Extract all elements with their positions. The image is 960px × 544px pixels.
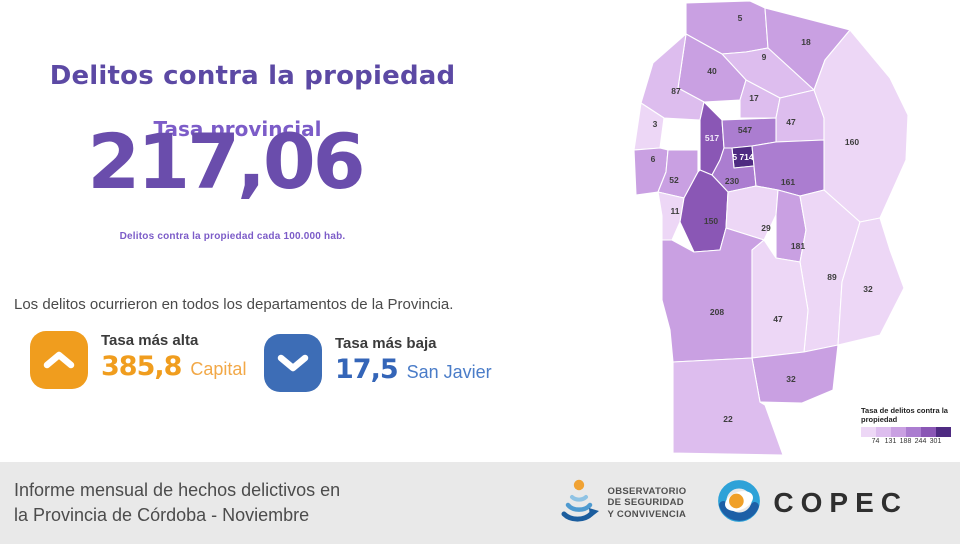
map-region-value-r01: 5	[738, 13, 743, 23]
map-region-value-r15: 230	[725, 176, 739, 186]
map-region-value-r20: 181	[791, 241, 805, 251]
legend-ticks: 74 131 188 244 301	[868, 438, 959, 445]
map-region-value-r25: 32	[786, 374, 796, 384]
map-region-value-r19: 29	[761, 223, 771, 233]
map-region-value-r16: 161	[781, 177, 795, 187]
map-region-value-r18: 150	[704, 216, 718, 226]
map-region-value-r24: 47	[773, 314, 783, 324]
map-region-value-r05: 87	[671, 86, 681, 96]
legend-tick-3: 188	[899, 438, 912, 445]
map-region-value-r21: 89	[827, 272, 837, 282]
highest-rate-label: Tasa más alta	[101, 332, 199, 349]
observatory-name-line2: DE SEGURIDAD	[607, 497, 684, 509]
provincial-rate-subtitle: Tasa provincial	[153, 116, 322, 141]
report-title-line1: Informe mensual de hechos delictivos en	[14, 480, 341, 500]
map-region-r26	[672, 357, 784, 456]
map-region-value-r13: 6	[651, 154, 656, 164]
lowest-rate-department: San Javier	[406, 362, 492, 382]
map-region-r09	[813, 29, 909, 223]
copec-logo: COPEC	[716, 478, 908, 529]
map-region-value-r03: 9	[762, 52, 767, 62]
lowest-rate-value: 17,5	[335, 354, 399, 385]
legend-color-scale	[861, 427, 959, 437]
legend-swatch-5	[921, 427, 936, 437]
arrow-up-icon	[30, 331, 88, 389]
lowest-rate-label: Tasa más baja	[335, 335, 437, 352]
legend-swatch-4	[906, 427, 921, 437]
provincial-rate-value: 217,06	[87, 117, 365, 206]
footer-bar: Informe mensual de hechos delictivos en …	[0, 462, 960, 544]
map-region-r17	[657, 191, 685, 241]
report-title-line2: la Provincia de Córdoba - Noviembre	[14, 505, 310, 525]
map-region-value-r09: 160	[845, 137, 859, 147]
legend-tick-4: 244	[914, 438, 927, 445]
summary-text: Los delitos ocurrieron en todos los depa…	[14, 296, 454, 313]
report-title: Informe mensual de hechos delictivos en …	[14, 478, 560, 528]
arrow-down-icon	[264, 334, 322, 392]
map-legend: Tasa de delitos contra la propiedad 74 13…	[861, 406, 959, 445]
stat-highest-rate: Tasa más alta 385,8 Capital	[30, 331, 246, 389]
map-region-value-r26: 22	[723, 414, 733, 424]
legend-tick-1: 74	[871, 438, 880, 445]
map-region-value-r14: 52	[669, 175, 679, 185]
map-region-value-r11: 547	[738, 125, 752, 135]
observatory-logo: OBSERVATORIO DE SEGURIDAD Y CONVIVENCIA	[560, 478, 687, 529]
map-region-value-r23: 208	[710, 307, 724, 317]
map-region-value-r02: 18	[801, 37, 811, 47]
map-region-value-r17: 11	[671, 206, 680, 216]
map-region-value-r06: 3	[653, 119, 658, 129]
map-region-value-r04: 40	[707, 66, 717, 76]
map-region-value-r12: 5 714	[732, 152, 754, 162]
copec-wordmark: COPEC	[773, 487, 908, 518]
legend-swatch-1	[861, 427, 876, 437]
observatory-name-line3: Y CONVIVENCIA	[607, 508, 687, 520]
legend-swatch-3	[891, 427, 906, 437]
highest-rate-value: 385,8	[101, 351, 182, 382]
map-region-value-r08: 47	[786, 117, 796, 127]
legend-swatch-6	[936, 427, 951, 437]
legend-swatch-2	[876, 427, 891, 437]
map-region-r07	[739, 79, 781, 119]
province-map-svg: 5 18 9 40 87 3 17 47 160 517 547 5 714 6 52 230 161 11 15…	[633, 0, 909, 456]
observatory-signal-icon	[560, 478, 600, 529]
map-region-value-r07: 17	[749, 93, 759, 103]
legend-title-line2: propiedad	[861, 415, 898, 424]
page-title: Delitos contra la propiedad	[49, 61, 456, 92]
stat-lowest-rate: Tasa más baja 17,5 San Javier	[264, 334, 492, 392]
map-region-value-r22: 32	[863, 284, 873, 294]
map-region-r22	[837, 217, 905, 346]
rate-caption: Delitos contra la propiedad cada 100.000…	[119, 231, 346, 242]
legend-tick-5: 301	[929, 438, 942, 445]
legend-title-line1: Tasa de delitos contra la	[861, 406, 948, 415]
observatory-name-line1: OBSERVATORIO	[607, 485, 687, 497]
map-region-value-r10: 517	[705, 133, 719, 143]
copec-eye-icon	[716, 478, 762, 529]
legend-tick-2: 131	[884, 438, 897, 445]
highest-rate-department: Capital	[190, 359, 247, 379]
